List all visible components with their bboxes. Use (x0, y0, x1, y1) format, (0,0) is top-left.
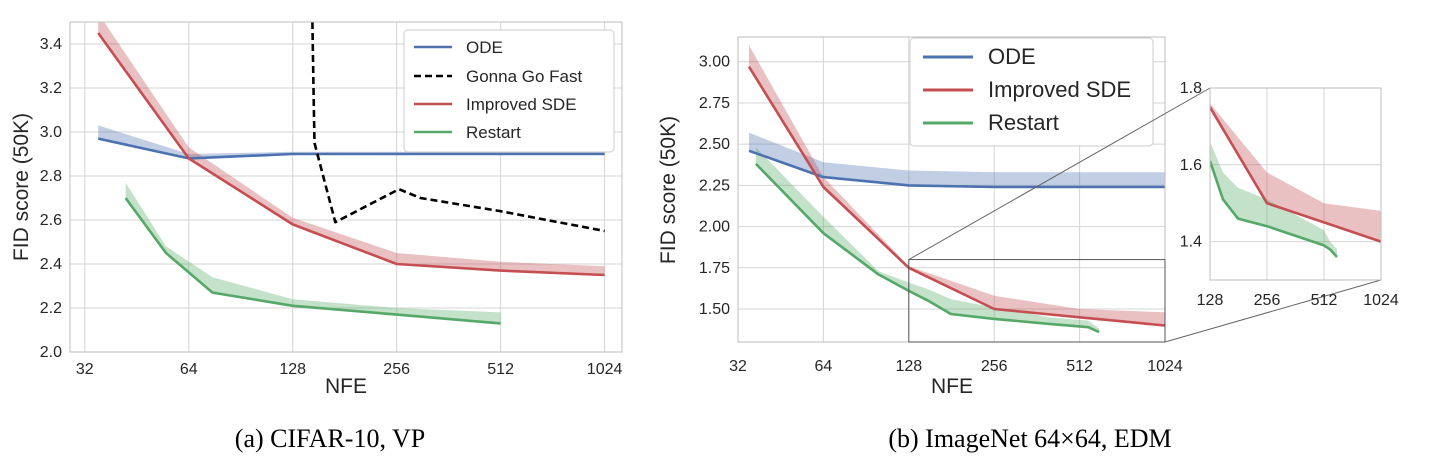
series-line-gonna-go-fast (311, 22, 605, 233)
x-tick-label: 256 (1254, 292, 1281, 309)
legend-cifar: ODE Gonna Go Fast Improved SDE Restart (403, 29, 615, 153)
series-line-improved-sde (747, 66, 1165, 327)
ticks-cifar: 32 64 128 256 512 1024 2.0 2.2 2.4 2.6 2.8 3.0 3.2 3.… (40, 36, 623, 378)
y-tick-label: 2.00 (699, 219, 730, 236)
band-restart (125, 182, 501, 324)
ticks-imagenet: 32 64 128 256 512 1024 1.50 1.75 2.00 2.25 2.50 2.7… (699, 54, 1183, 375)
x-tick-label: 128 (279, 361, 306, 378)
band-improved-sde (1210, 103, 1381, 242)
y-tick-label: 2.0 (40, 344, 62, 361)
series-line-ode (748, 149, 1165, 189)
caption-cifar: (a) CIFAR-10, VP (235, 424, 425, 453)
band-restart (1210, 141, 1337, 257)
legend-label-ode: ODE (466, 38, 503, 57)
plot-frame-cifar (69, 21, 623, 353)
legend-label-ode-b: ODE (988, 44, 1036, 69)
plot-frame-inset (1209, 87, 1382, 281)
x-tick-label: 32 (729, 358, 747, 375)
y-tick-label: 3.00 (699, 54, 730, 71)
x-tick-label: 1024 (1363, 292, 1399, 309)
chart-panel-cifar: 32 64 128 256 512 1024 2.0 2.2 2.4 2.6 2.8 3.0 3.2 3.… (10, 21, 623, 453)
zoom-rectangle (908, 259, 1166, 343)
y-tick-label: 2.75 (699, 95, 730, 112)
lines-inset (1210, 106, 1381, 258)
x-tick-label: 256 (383, 361, 410, 378)
legend-label-improved-sde-b: Improved SDE (988, 77, 1131, 102)
y-tick-label: 1.50 (699, 301, 730, 318)
x-tick-label: 64 (815, 358, 833, 375)
legend-label-restart-b: Restart (988, 110, 1059, 135)
y-tick-label: 2.6 (40, 212, 62, 229)
x-axis-label-cifar: NFE (325, 375, 367, 398)
lines-imagenet (747, 66, 1165, 334)
legend-label-improved-sde: Improved SDE (466, 95, 577, 114)
band-restart (755, 147, 1100, 333)
x-tick-label: 1024 (1147, 358, 1183, 375)
x-tick-label: 128 (895, 358, 922, 375)
bands-cifar (98, 22, 605, 324)
y-axis-label-cifar: FID score (50K) (10, 113, 33, 261)
y-tick-label: 1.8 (1180, 80, 1202, 97)
y-tick-label: 2.50 (699, 136, 730, 153)
x-tick-label: 512 (1066, 358, 1093, 375)
y-tick-label: 2.4 (40, 256, 62, 273)
legend-label-gonna-go-fast: Gonna Go Fast (466, 67, 583, 86)
y-tick-label: 2.2 (40, 300, 62, 317)
series-line-restart (124, 197, 501, 325)
bands-inset (1210, 103, 1381, 257)
legend-imagenet: ODE Improved SDE Restart (909, 37, 1154, 147)
series-line-restart (1210, 160, 1338, 258)
lines-cifar (97, 22, 605, 325)
series-line-restart (754, 162, 1100, 334)
zoom-connector-top (908, 87, 1211, 261)
series-line-improved-sde (1210, 106, 1381, 243)
y-tick-label: 2.25 (699, 177, 730, 194)
chart-panel-imagenet: 32 64 128 256 512 1024 1.50 1.75 2.00 2.25 2.50 2.7… (657, 36, 1382, 453)
legend-label-restart: Restart (466, 123, 521, 142)
x-axis-label-imagenet: NFE (931, 375, 973, 398)
y-tick-label: 3.2 (40, 80, 62, 97)
x-tick-label: 32 (76, 361, 94, 378)
caption-imagenet: (b) ImageNet 64×64, EDM (888, 424, 1171, 453)
ticks-inset: 128 256 512 1024 1.4 1.6 1.8 (1180, 80, 1399, 309)
zoom-connector-bottom (1164, 279, 1382, 343)
grid-cifar (70, 22, 622, 353)
series-line-ode (97, 137, 605, 160)
x-tick-label: 64 (180, 361, 198, 378)
y-tick-label: 1.75 (699, 260, 730, 277)
y-tick-label: 2.8 (40, 168, 62, 185)
zoom-box (908, 87, 1382, 343)
y-tick-label: 3.4 (40, 36, 62, 53)
x-tick-label: 128 (1197, 292, 1224, 309)
y-tick-label: 1.4 (1180, 234, 1202, 251)
chart-panel-inset: 128 256 512 1024 1.4 1.6 1.8 (1180, 80, 1399, 309)
y-tick-label: 1.6 (1180, 157, 1202, 174)
x-tick-label: 512 (1311, 292, 1338, 309)
y-tick-label: 3.0 (40, 124, 62, 141)
x-tick-label: 512 (487, 361, 514, 378)
series-line-improved-sde (97, 32, 605, 277)
y-axis-label-imagenet: FID score (50K) (657, 116, 680, 264)
x-tick-label: 1024 (587, 361, 623, 378)
x-tick-label: 256 (981, 358, 1008, 375)
